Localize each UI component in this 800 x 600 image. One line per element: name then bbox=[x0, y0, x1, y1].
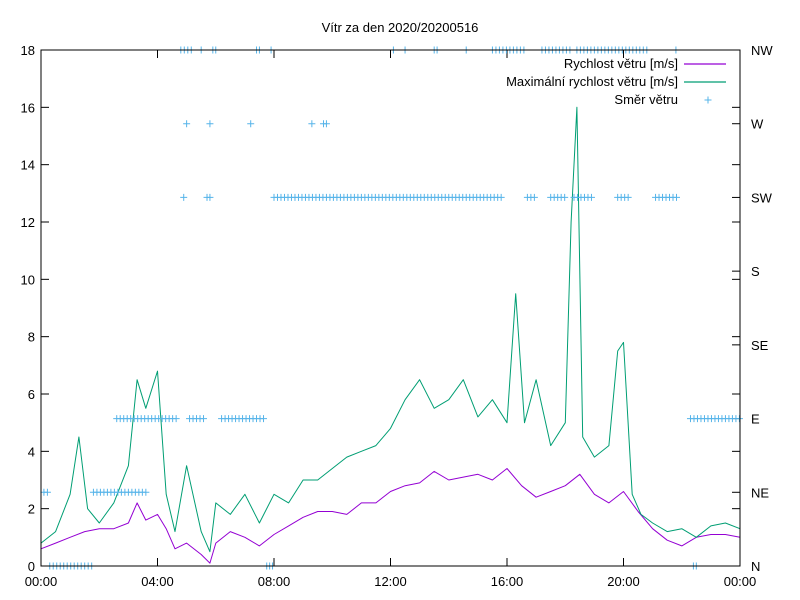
plot-area bbox=[40, 46, 743, 570]
x-tick-label: 16:00 bbox=[491, 574, 524, 589]
direction-point bbox=[172, 415, 180, 423]
direction-point bbox=[587, 193, 595, 201]
y2-tick-label: S bbox=[751, 264, 760, 279]
direction-point bbox=[308, 120, 316, 128]
x-tick-label: 20:00 bbox=[607, 574, 640, 589]
legend-label-direction: Směr větru bbox=[614, 92, 678, 107]
direction-point bbox=[624, 193, 632, 201]
y-axis-ticks: 0 2 4 6 8 10 12 14 16 18 bbox=[21, 43, 740, 574]
y-tick-label: 12 bbox=[21, 215, 35, 230]
y2-axis-ticks: N NE E SE S SW W NW bbox=[732, 43, 773, 574]
y-tick-label: 10 bbox=[21, 272, 35, 287]
direction-point bbox=[322, 120, 330, 128]
direction-point bbox=[43, 488, 51, 496]
direction-point bbox=[673, 193, 681, 201]
y-tick-label: 8 bbox=[28, 330, 35, 345]
y2-tick-label: NE bbox=[751, 485, 769, 500]
y-tick-label: 6 bbox=[28, 387, 35, 402]
x-tick-label: 12:00 bbox=[374, 574, 407, 589]
direction-point bbox=[735, 415, 743, 423]
x-axis-ticks: 00:00 04:00 08:00 12:00 16:00 20:00 00:00 bbox=[25, 50, 757, 589]
direction-point bbox=[247, 120, 255, 128]
direction-point bbox=[561, 193, 569, 201]
y-tick-label: 16 bbox=[21, 100, 35, 115]
legend: Rychlost větru [m/s] Maximální rychlost … bbox=[506, 56, 726, 107]
x-tick-label: 08:00 bbox=[258, 574, 291, 589]
direction-point bbox=[497, 193, 505, 201]
y2-tick-label: SW bbox=[751, 190, 773, 205]
plot-frame bbox=[40, 49, 741, 567]
legend-point bbox=[704, 96, 712, 104]
y2-tick-label: N bbox=[751, 559, 760, 574]
x-tick-label: 00:00 bbox=[724, 574, 757, 589]
direction-point bbox=[260, 415, 268, 423]
direction-point bbox=[530, 193, 538, 201]
legend-swatch-direction bbox=[704, 96, 712, 104]
y-tick-label: 18 bbox=[21, 43, 35, 58]
y2-tick-label: NW bbox=[751, 43, 773, 58]
y-tick-label: 4 bbox=[28, 444, 35, 459]
y-tick-label: 2 bbox=[28, 502, 35, 517]
series-line-0 bbox=[40, 468, 741, 564]
direction-point bbox=[206, 120, 214, 128]
direction-point bbox=[200, 415, 208, 423]
y2-tick-label: SE bbox=[751, 338, 769, 353]
y-tick-label: 0 bbox=[28, 559, 35, 574]
y2-tick-label: W bbox=[751, 117, 764, 132]
series-line-1 bbox=[40, 106, 741, 553]
x-tick-label: 04:00 bbox=[141, 574, 174, 589]
direction-point bbox=[180, 193, 188, 201]
legend-label-max-speed: Maximální rychlost větru [m/s] bbox=[506, 74, 678, 89]
y-tick-label: 14 bbox=[21, 158, 35, 173]
y2-tick-label: E bbox=[751, 412, 760, 427]
direction-point bbox=[142, 488, 150, 496]
legend-label-speed: Rychlost větru [m/s] bbox=[564, 56, 678, 71]
chart-title: Vítr za den 2020/20200516 bbox=[322, 20, 479, 35]
direction-point bbox=[183, 120, 191, 128]
x-tick-label: 00:00 bbox=[25, 574, 58, 589]
direction-point bbox=[206, 193, 214, 201]
